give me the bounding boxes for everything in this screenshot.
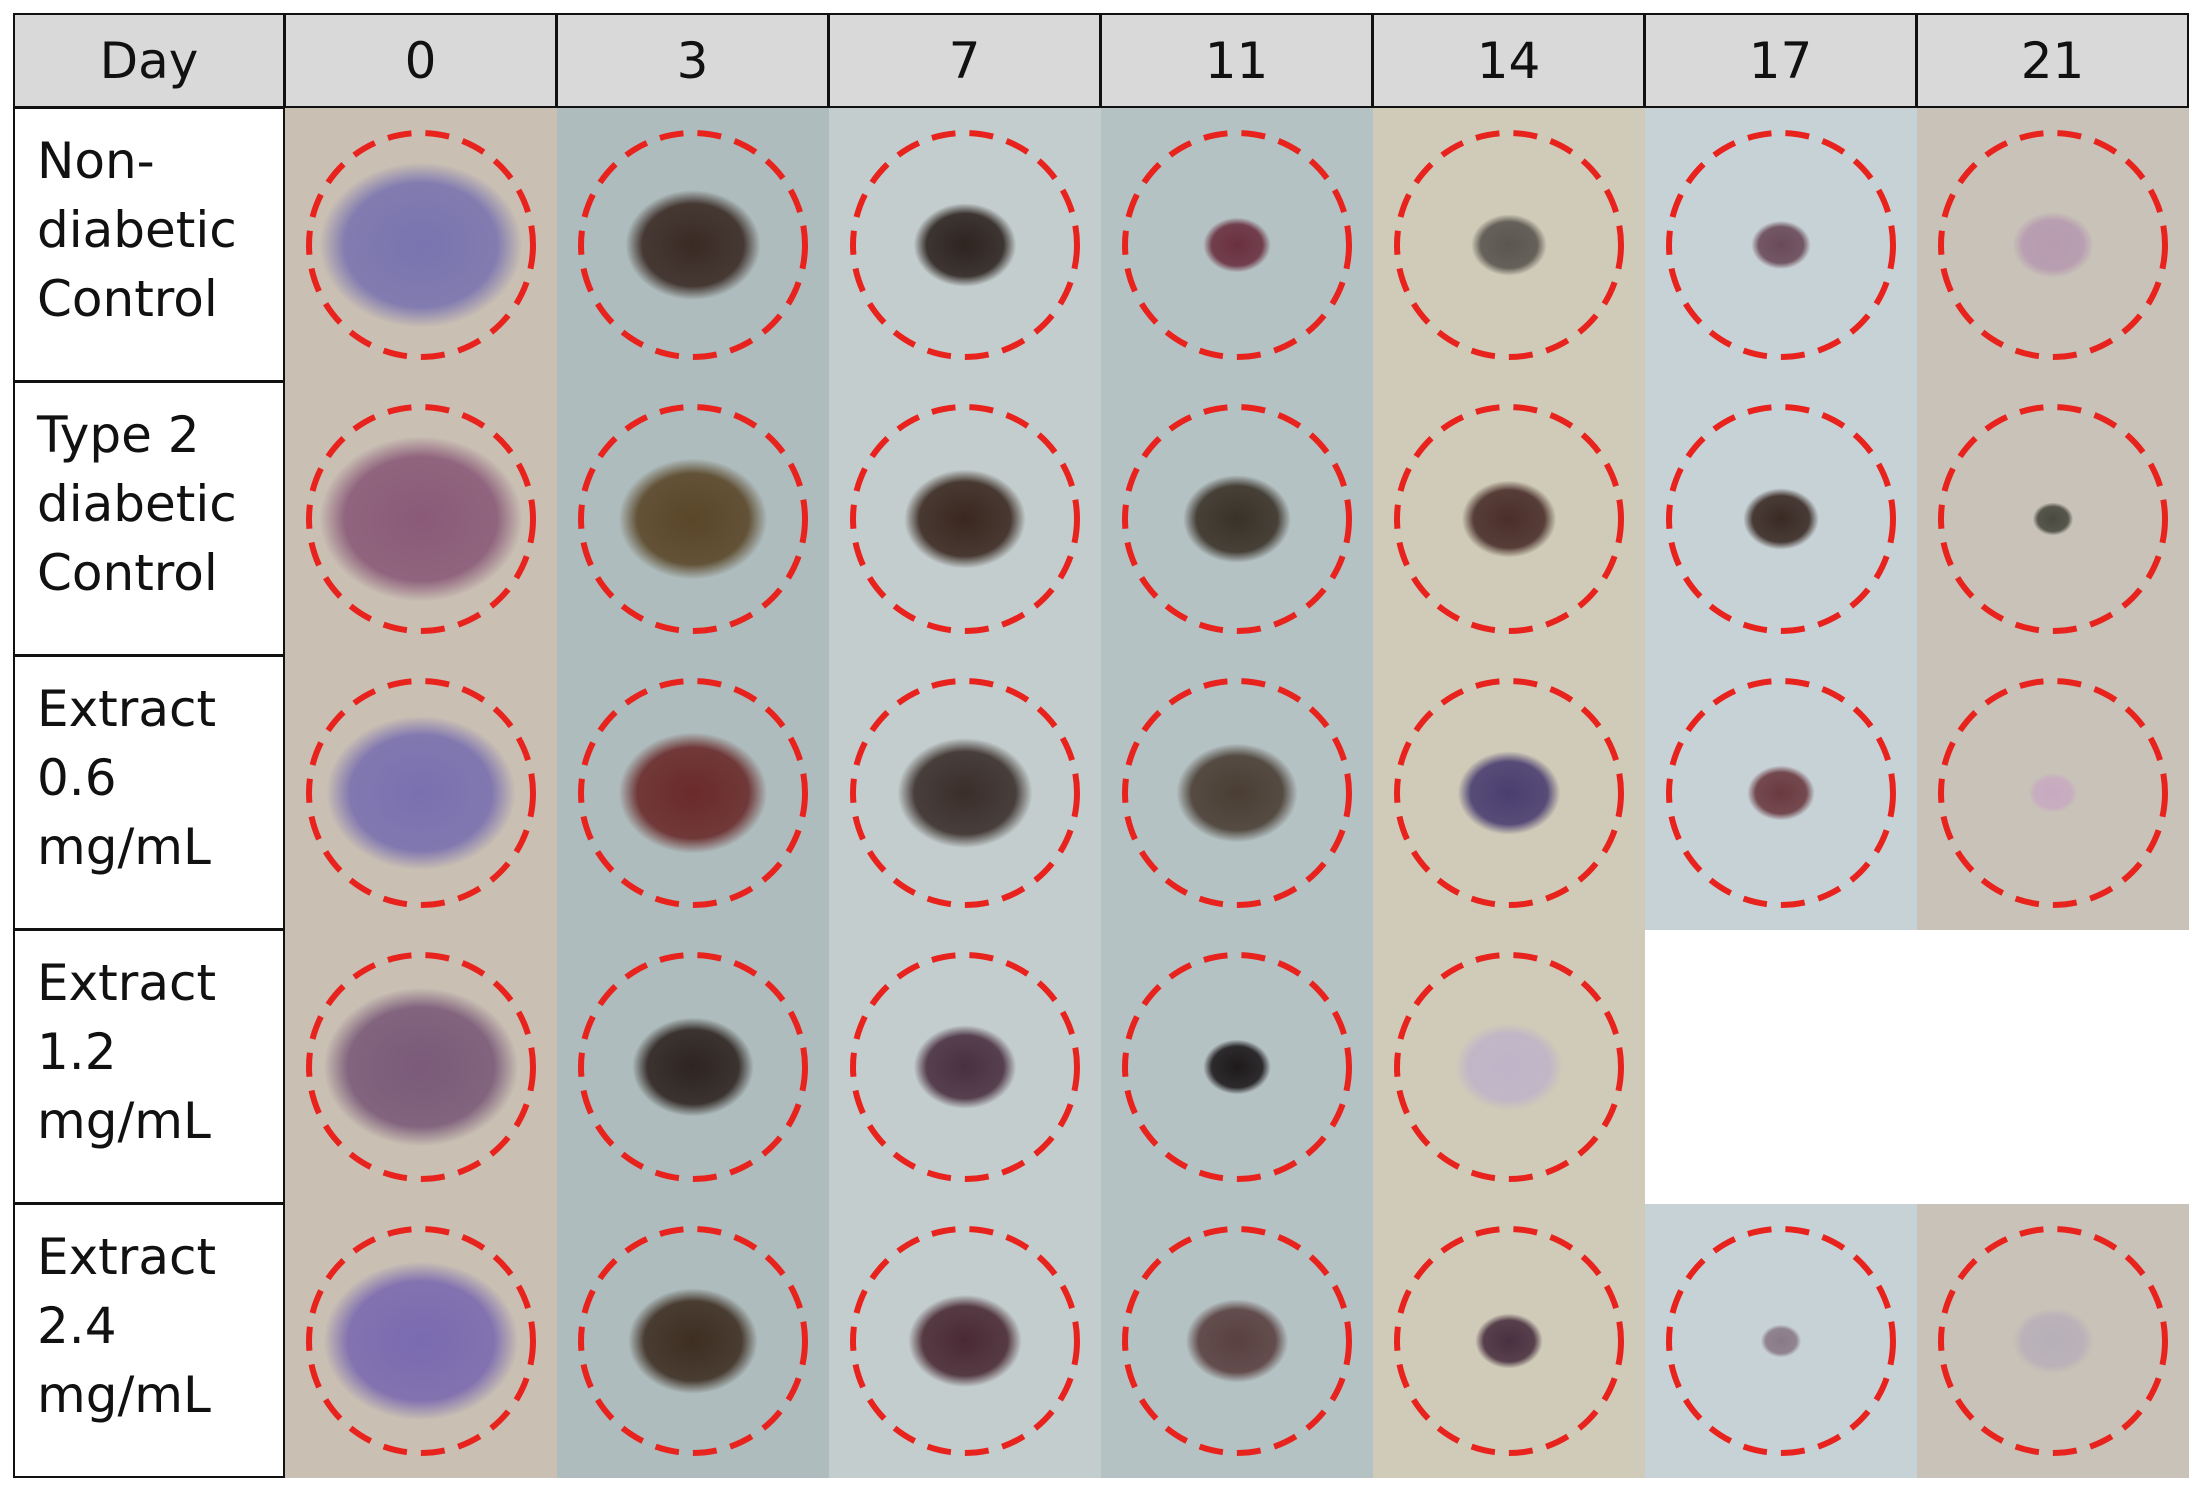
- photo-cell: [557, 382, 829, 656]
- wound-photo: [285, 656, 557, 930]
- photo-cell: [285, 382, 557, 656]
- wound-photo: [1917, 382, 2189, 656]
- row-label-line: Extract: [37, 680, 217, 738]
- wound-photo: [1101, 382, 1373, 656]
- wound-photo: [1917, 108, 2189, 382]
- wound-photo: [829, 108, 1101, 382]
- photo-cell: [1373, 930, 1645, 1204]
- row-label-line: Extract: [37, 1228, 217, 1286]
- wound-photo: [557, 930, 829, 1204]
- wound-photo: [557, 382, 829, 656]
- row-label-line: 0.6: [37, 749, 117, 807]
- wound-photo: [557, 656, 829, 930]
- wound-photo: [1101, 930, 1373, 1204]
- photo-cell: [557, 656, 829, 930]
- wound-photo: [829, 930, 1101, 1204]
- row-label-line: mg/mL: [37, 1366, 211, 1424]
- wound-photo: [1373, 930, 1645, 1204]
- wound-photo: [1373, 108, 1645, 382]
- wound-photo: [1101, 108, 1373, 382]
- header-cell: 7: [828, 13, 1101, 108]
- header-cell: Day: [13, 13, 285, 108]
- wound-photo: [1373, 382, 1645, 656]
- wound-photo: [829, 1204, 1101, 1478]
- wound-photo: [1373, 1204, 1645, 1478]
- header-cell: 17: [1644, 13, 1917, 108]
- wound-photo: [1645, 108, 1917, 382]
- photo-cell: [557, 1204, 829, 1478]
- photo-cell: [829, 930, 1101, 1204]
- row-label-line: Control: [37, 270, 218, 328]
- row-label-line: Non-: [37, 132, 155, 190]
- row-label-line: 2.4: [37, 1297, 117, 1355]
- row-label: Extract 0.6 mg/mL: [13, 655, 285, 930]
- row-label-line: Control: [37, 544, 218, 602]
- photo-cell: [285, 1204, 557, 1478]
- header-cell: 11: [1100, 13, 1373, 108]
- wound-photo: [829, 382, 1101, 656]
- photo-cell: [557, 930, 829, 1204]
- photo-cell: [1101, 382, 1373, 656]
- photo-cell: [557, 108, 829, 382]
- row-label: Non-diabetic Control: [13, 107, 285, 382]
- row-label-line: mg/mL: [37, 1092, 211, 1150]
- wound-photo: [1101, 656, 1373, 930]
- wound-photo: [285, 930, 557, 1204]
- photo-cell: [1373, 108, 1645, 382]
- wound-photo: [285, 108, 557, 382]
- wound-photo: [1645, 382, 1917, 656]
- photo-cell: [1917, 1204, 2189, 1478]
- wound-photo: [1917, 656, 2189, 930]
- photo-cell: [285, 108, 557, 382]
- row-label-line: Extract: [37, 954, 217, 1012]
- photo-cell: [1373, 656, 1645, 930]
- row-label-line: Type 2: [37, 406, 200, 464]
- row-label-line: diabetic: [37, 201, 237, 259]
- wound-photo: [557, 108, 829, 382]
- wound-photo: [285, 1204, 557, 1478]
- row-label-line: mg/mL: [37, 818, 211, 876]
- photo-cell: [1645, 382, 1917, 656]
- row-label: Extract 1.2 mg/mL: [13, 929, 285, 1204]
- photo-cell: [1917, 108, 2189, 382]
- photo-cell: [829, 108, 1101, 382]
- photo-cell: [1373, 1204, 1645, 1478]
- photo-cell: [829, 382, 1101, 656]
- photo-cell: [1101, 930, 1373, 1204]
- photo-cell: [1101, 1204, 1373, 1478]
- row-label: Type 2 diabetic Control: [13, 381, 285, 656]
- wound-photo: [557, 1204, 829, 1478]
- photo-cell: [1645, 930, 1917, 1204]
- header-cell: 3: [556, 13, 829, 108]
- wound-photo: [1917, 1204, 2189, 1478]
- photo-cell: [285, 656, 557, 930]
- photo-cell: [1373, 382, 1645, 656]
- wound-photo: [829, 656, 1101, 930]
- photo-cell: [1101, 656, 1373, 930]
- wound-photo: [1645, 656, 1917, 930]
- photo-cell: [285, 930, 557, 1204]
- row-label-line: 1.2: [37, 1023, 117, 1081]
- header-cell: 21: [1916, 13, 2189, 108]
- photo-cell: [1917, 382, 2189, 656]
- photo-cell: [1645, 108, 1917, 382]
- wound-photo: [1101, 1204, 1373, 1478]
- row-label: Extract 2.4 mg/mL: [13, 1203, 285, 1478]
- photo-cell: [1645, 656, 1917, 930]
- wound-table: Day 0 3 7 11 14 17 21 Non-diabetic Control Type 2 d…: [13, 13, 2189, 1478]
- row-label-line: diabetic: [37, 475, 237, 533]
- photo-cell: [829, 656, 1101, 930]
- wound-photo: [285, 382, 557, 656]
- wound-photo: [1645, 1204, 1917, 1478]
- photo-cell: [1101, 108, 1373, 382]
- header-cell: 14: [1372, 13, 1645, 108]
- photo-cell: [1917, 656, 2189, 930]
- photo-cell: [1917, 930, 2189, 1204]
- photo-cell: [829, 1204, 1101, 1478]
- photo-cell: [1645, 1204, 1917, 1478]
- wound-photo: [1373, 656, 1645, 930]
- header-cell: 0: [284, 13, 557, 108]
